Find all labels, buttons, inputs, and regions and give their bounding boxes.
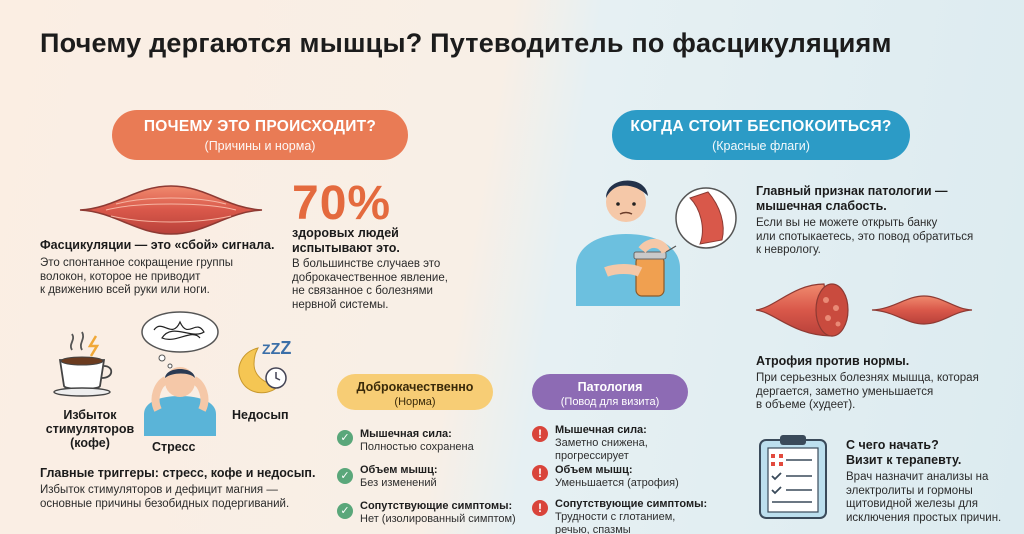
start-line: щитовидной железы для xyxy=(846,498,978,510)
sleep-label: Недосып xyxy=(232,408,289,422)
warning-icon: ! xyxy=(532,465,548,481)
start-block: С чего начать? Визит к терапевту. Врач н… xyxy=(846,438,1020,525)
pathology-title: Патология xyxy=(577,380,643,394)
pathology-row-text: Трудности с глотанием, xyxy=(555,511,676,523)
stat-heading: здоровых людей xyxy=(292,226,399,240)
benign-row-text: Полностью сохранена xyxy=(360,441,474,453)
stat-block: здоровых людей испытывают это. В большин… xyxy=(292,226,492,312)
benign-row-heading: Мышечная сила: xyxy=(360,428,452,440)
start-line: электролиты и гормоны xyxy=(846,484,973,497)
fasciculation-heading: Фасцикуляции — это «сбой» сигнала. xyxy=(40,238,275,252)
pathology-row-heading: Объем мышц: xyxy=(555,464,633,476)
atrophy-line: При серьезных болезнях мышца, которая xyxy=(756,372,979,384)
stat-line: В большинстве случаев это xyxy=(292,258,441,270)
atrophy-line: в объеме (худеет). xyxy=(756,399,856,411)
stat-line: не связанное с болезнями xyxy=(292,285,433,297)
stressed-person-icon xyxy=(141,311,219,436)
weakness-line: к неврологу. xyxy=(756,244,821,256)
pathology-row: Мышечная сила: Заметно снижена, прогресс… xyxy=(555,424,648,463)
benign-title: Доброкачественно xyxy=(356,380,474,394)
benign-row: Сопутствующие симптомы: Нет (изолированн… xyxy=(360,500,516,526)
fasciculation-line: волокон, которое не приводит xyxy=(40,270,201,283)
check-icon: ✓ xyxy=(337,468,353,484)
start-heading: Визит к терапевту. xyxy=(846,453,962,467)
zzz-icon: ZZZ xyxy=(262,339,291,358)
zzz-letter: Z xyxy=(262,341,271,357)
triggers-line: Избыток стимуляторов и дефицит магния — xyxy=(40,484,278,496)
check-icon: ✓ xyxy=(337,503,353,519)
start-line: Врач назначит анализы на xyxy=(846,471,989,483)
benign-row-text: Без изменений xyxy=(360,477,437,489)
coffee-label: Избыток стимуляторов (кофе) xyxy=(40,408,140,450)
warning-icon: ! xyxy=(532,500,548,516)
pathology-card: Патология (Повод для визита) xyxy=(532,374,688,410)
red-flags-pill-subtitle: (Красные флаги) xyxy=(712,139,810,153)
benign-subtitle: (Норма) xyxy=(394,396,436,408)
check-icon: ✓ xyxy=(337,430,353,446)
causes-pill: ПОЧЕМУ ЭТО ПРОИСХОДИТ? (Причины и норма) xyxy=(112,110,408,160)
fasciculation-line: Это спонтанное сокращение группы xyxy=(40,257,234,269)
moon-icon xyxy=(238,347,287,394)
weakness-heading: мышечная слабость. xyxy=(756,199,887,213)
stat-heading: испытывают это. xyxy=(292,241,400,255)
stat-line: доброкачественное явление, xyxy=(292,271,448,284)
coffee-label-line: стимуляторов xyxy=(45,422,135,436)
stress-label: Стресс xyxy=(152,440,196,454)
pathology-row-heading: Сопутствующие симптомы: xyxy=(555,498,708,510)
pathology-row-text: Заметно снижена, xyxy=(555,437,648,449)
weakness-line: Если вы не можете открыть банку xyxy=(756,217,938,229)
zzz-letter: Z xyxy=(280,338,292,358)
pathology-row-text: Уменьшается (атрофия) xyxy=(555,477,679,489)
red-flags-pill: КОГДА СТОИТ БЕСПОКОИТЬСЯ? (Красные флаги… xyxy=(612,110,910,160)
pathology-row-heading: Мышечная сила: xyxy=(555,424,647,436)
pathology-row: Сопутствующие симптомы: Трудности с глот… xyxy=(555,498,707,534)
fasciculation-block: Фасцикуляции — это «сбой» сигнала. Это с… xyxy=(40,238,280,298)
person-with-jar-icon xyxy=(576,180,737,306)
page-title: Почему дергаются мышцы? Путеводитель по … xyxy=(40,28,892,58)
weakness-line: или спотыкаетесь, это повод обратиться xyxy=(756,230,974,243)
benign-row-heading: Сопутствующие симптомы: xyxy=(360,500,513,512)
start-line: исключения простых причин. xyxy=(846,511,1002,524)
benign-row: Мышечная сила: Полностью сохранена xyxy=(360,428,474,454)
causes-pill-subtitle: (Причины и норма) xyxy=(204,139,316,153)
pathology-row-text: прогрессирует xyxy=(555,450,629,462)
pathology-subtitle: (Повод для визита) xyxy=(560,396,660,408)
triggers-line: основные причины безобидных подергиваний… xyxy=(40,497,290,510)
fasciculation-line: к движению всей руки или ноги. xyxy=(40,284,210,296)
warning-icon: ! xyxy=(532,426,548,442)
atrophy-comparison-icon xyxy=(755,283,973,337)
benign-row: Объем мышц: Без изменений xyxy=(360,464,438,490)
benign-row-heading: Объем мышц: xyxy=(360,464,438,476)
benign-row-text: Нет (изолированный симптом) xyxy=(360,513,516,525)
clipboard-icon xyxy=(759,435,827,519)
red-flags-pill-title: КОГДА СТОИТ БЕСПОКОИТЬСЯ? xyxy=(630,118,892,135)
atrophy-block: Атрофия против нормы. При серьезных боле… xyxy=(756,354,1018,413)
benign-card: Доброкачественно (Норма) xyxy=(337,374,493,410)
triggers-block: Главные триггеры: стресс, кофе и недосып… xyxy=(40,466,330,511)
pathology-row: Объем мышц: Уменьшается (атрофия) xyxy=(555,464,679,490)
weakness-heading: Главный признак патологии — xyxy=(756,184,948,198)
coffee-cup-icon xyxy=(53,331,113,397)
atrophy-heading: Атрофия против нормы. xyxy=(756,354,910,368)
fasciculation-text: Это спонтанное сокращение группы волокон… xyxy=(40,257,280,298)
start-heading: С чего начать? xyxy=(846,438,939,452)
stat-value: 70% xyxy=(292,177,392,230)
coffee-label-line: Избыток xyxy=(63,408,117,422)
weakness-block: Главный признак патологии — мышечная сла… xyxy=(756,184,1018,258)
coffee-label-line: (кофе) xyxy=(70,436,110,450)
stat-line: нервной системы. xyxy=(292,298,389,311)
zzz-letter: Z xyxy=(270,341,281,358)
atrophy-line: дергается, заметно уменьшается xyxy=(756,385,934,398)
triggers-heading: Главные триггеры: стресс, кофе и недосып… xyxy=(40,466,316,480)
causes-pill-title: ПОЧЕМУ ЭТО ПРОИСХОДИТ? xyxy=(143,118,377,135)
pathology-row-text: речью, спазмы xyxy=(555,524,631,534)
muscle-icon xyxy=(79,185,263,235)
